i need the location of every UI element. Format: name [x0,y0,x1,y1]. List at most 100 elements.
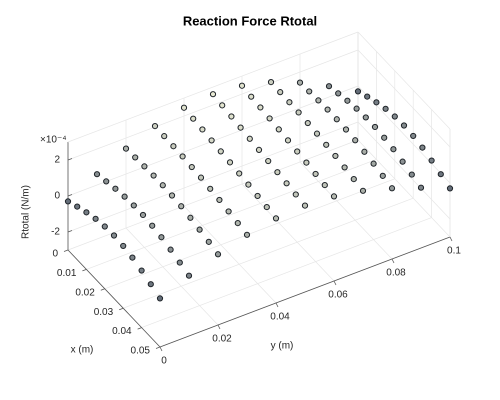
grid-line [141,217,432,328]
surface-point [295,109,302,116]
grid-line [183,205,277,304]
surface-point [121,193,128,200]
surface-point [437,171,444,178]
axis-line [67,249,161,348]
surface-point [362,114,369,121]
surface-point [283,180,290,187]
surface-point [248,93,255,100]
surface-point [274,169,281,176]
surface-point [324,106,331,113]
surface-point [234,220,241,227]
surface-point [321,181,328,189]
surface-point [158,234,165,241]
surface-point [209,91,217,98]
x-axis-label: x (m) [71,345,94,356]
surface-point [266,115,273,122]
surface-point [315,97,322,104]
y-tick-label: 0 [161,356,167,367]
surface-point [122,145,130,152]
z-tick-label: -2 [51,227,60,238]
surface-point [446,185,454,192]
grid-line [241,183,335,282]
tick-mark [67,194,73,197]
surface-point [83,209,90,216]
grid-line [123,197,414,309]
surface-point [275,126,282,133]
surface-point [112,185,119,192]
surface-point [219,102,226,109]
x-tick-label: 0.05 [131,346,151,357]
surface-point [353,105,360,112]
surface-point [381,134,388,141]
surface-point [428,157,435,164]
z-tick-label: 0 [54,191,60,202]
surface-point [342,126,350,133]
surface-point [272,215,280,222]
x-tick-label: 0 [52,249,58,260]
surface-point [303,159,310,166]
surface-point [294,148,301,155]
surface-point [354,88,362,95]
surface-point [330,193,338,200]
surface-point [306,88,313,95]
surface-point [237,124,244,131]
surface-point [333,116,340,123]
surface-point [391,113,398,120]
surface-point [178,203,185,210]
surface-point [243,231,251,238]
surface-point [410,132,417,140]
surface-point [197,174,205,181]
surface-point [214,251,222,258]
x-tick-label: 0.02 [75,287,95,298]
surface-point [190,115,197,122]
surface-point [352,137,359,144]
grid-line [357,121,451,220]
surface-point [185,272,193,279]
surface-point [332,152,339,160]
grid-line [125,227,219,326]
surface-point [208,137,215,144]
surface-point [350,176,357,183]
surface-point [199,126,206,133]
surface-point [188,163,195,171]
tick-mark [119,307,124,311]
z-multiplier: ×10⁻⁴ [40,135,67,146]
tick-mark [67,230,73,233]
surface-point [408,171,415,178]
surface-point [236,170,243,177]
surface-point [74,203,81,210]
surface-point [168,192,176,199]
surface-point [226,159,234,166]
surface-point [238,82,246,89]
grid-line [357,139,451,238]
surface-point [292,191,299,198]
surface-point [304,119,311,127]
tick-mark [137,327,142,330]
grid-line [67,121,359,233]
surface-point [246,135,253,142]
surface-point [138,267,145,274]
surface-point [187,214,194,221]
grid-line [357,49,451,148]
surface-point [390,146,397,153]
surface-point [180,104,188,111]
surface-point [149,222,156,229]
y-tick-label: 0.1 [447,246,461,257]
surface-point [371,123,379,131]
surface-point [130,202,137,209]
surface-point [341,164,348,171]
surface-point [103,178,110,185]
surface-point [301,202,309,209]
surface-point [216,196,223,204]
surface-point [132,154,139,161]
surface-point [150,172,157,179]
surface-point [225,208,232,215]
y-tick-label: 0.08 [386,268,406,279]
chart-title: Reaction Force Rtotal [183,13,317,28]
surface-point [196,226,203,233]
surface-point [207,185,214,192]
surface-point [64,198,72,205]
surface-point [382,105,389,112]
tick-mark [155,346,161,349]
